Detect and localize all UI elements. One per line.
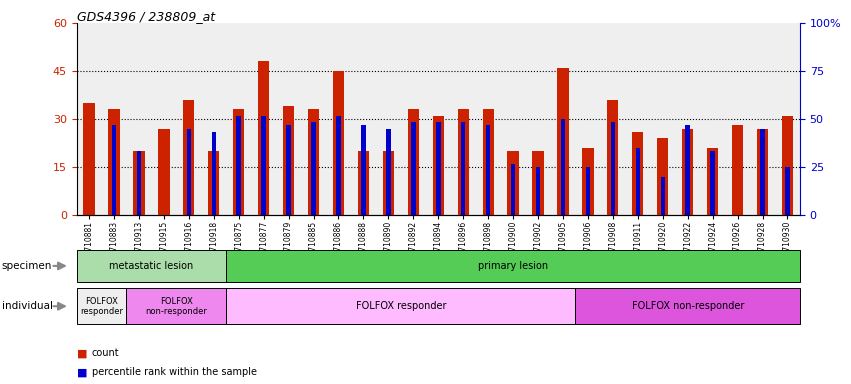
Text: ■: ■	[77, 367, 87, 377]
Text: FOLFOX
non-responder: FOLFOX non-responder	[146, 296, 208, 316]
Bar	[608, 100, 619, 215]
Bar	[511, 164, 516, 215]
Bar	[286, 126, 291, 215]
Bar	[461, 122, 465, 215]
Text: percentile rank within the sample: percentile rank within the sample	[92, 367, 257, 377]
Bar	[561, 119, 565, 215]
Text: FOLFOX
responder: FOLFOX responder	[80, 296, 123, 316]
Bar	[775, 23, 800, 215]
Bar	[483, 109, 494, 215]
Bar	[536, 167, 540, 215]
Bar	[601, 23, 625, 215]
Bar	[785, 167, 790, 215]
Bar	[551, 23, 575, 215]
Bar	[151, 23, 176, 215]
Bar	[557, 68, 568, 215]
Bar	[476, 23, 500, 215]
Bar	[83, 103, 94, 215]
Bar	[408, 109, 419, 215]
Bar	[757, 129, 768, 215]
Bar	[636, 148, 640, 215]
Bar	[750, 23, 775, 215]
Bar	[675, 23, 700, 215]
Bar	[401, 23, 426, 215]
Bar	[575, 23, 601, 215]
Bar	[351, 23, 376, 215]
Bar	[685, 126, 690, 215]
Bar	[451, 23, 476, 215]
Bar	[426, 23, 451, 215]
Bar	[333, 71, 344, 215]
Bar	[326, 23, 351, 215]
Bar	[202, 23, 226, 215]
Bar	[650, 23, 675, 215]
Bar	[436, 122, 441, 215]
Bar	[700, 23, 725, 215]
Bar	[486, 126, 490, 215]
Text: count: count	[92, 348, 119, 358]
Text: individual: individual	[2, 301, 53, 311]
Bar	[77, 23, 101, 215]
Text: metastatic lesion: metastatic lesion	[109, 261, 193, 271]
Bar	[432, 116, 444, 215]
Bar	[361, 126, 366, 215]
Bar	[625, 23, 650, 215]
Bar	[261, 116, 266, 215]
Bar	[582, 148, 593, 215]
Text: FOLFOX responder: FOLFOX responder	[356, 301, 446, 311]
Text: GDS4396 / 238809_at: GDS4396 / 238809_at	[77, 10, 214, 23]
Text: specimen: specimen	[2, 261, 52, 271]
Bar	[526, 23, 551, 215]
Bar	[500, 23, 526, 215]
Bar	[683, 129, 694, 215]
Text: ■: ■	[77, 348, 87, 358]
Text: FOLFOX non-responder: FOLFOX non-responder	[631, 301, 744, 311]
Bar	[237, 116, 241, 215]
Text: primary lesion: primary lesion	[478, 261, 548, 271]
Bar	[134, 151, 145, 215]
Bar	[233, 109, 244, 215]
Bar	[657, 138, 668, 215]
Bar	[782, 116, 793, 215]
Bar	[251, 23, 276, 215]
Bar	[176, 23, 202, 215]
Bar	[411, 122, 415, 215]
Bar	[725, 23, 750, 215]
Bar	[383, 151, 394, 215]
Bar	[376, 23, 401, 215]
Bar	[183, 100, 194, 215]
Bar	[760, 129, 765, 215]
Bar	[707, 148, 718, 215]
Bar	[611, 122, 615, 215]
Bar	[458, 109, 469, 215]
Bar	[311, 122, 316, 215]
Bar	[111, 126, 117, 215]
Bar	[101, 23, 127, 215]
Bar	[137, 151, 141, 215]
Bar	[632, 132, 643, 215]
Bar	[585, 167, 590, 215]
Bar	[308, 109, 319, 215]
Bar	[357, 151, 369, 215]
Bar	[258, 61, 269, 215]
Bar	[127, 23, 151, 215]
Bar	[533, 151, 544, 215]
Bar	[276, 23, 301, 215]
Bar	[208, 151, 220, 215]
Bar	[108, 109, 120, 215]
Bar	[336, 116, 340, 215]
Bar	[186, 129, 191, 215]
Bar	[226, 23, 251, 215]
Bar	[711, 151, 715, 215]
Bar	[386, 129, 391, 215]
Bar	[158, 129, 169, 215]
Bar	[301, 23, 326, 215]
Bar	[507, 151, 519, 215]
Bar	[212, 132, 216, 215]
Bar	[732, 126, 743, 215]
Bar	[283, 106, 294, 215]
Bar	[660, 177, 665, 215]
